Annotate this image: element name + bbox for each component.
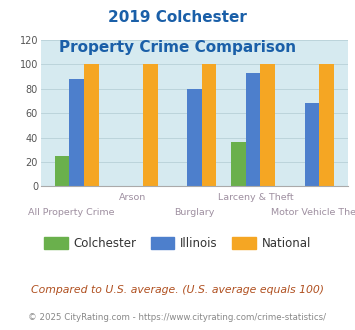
Text: Arson: Arson [119,193,147,202]
Bar [305,103,319,186]
Text: All Property Crime: All Property Crime [28,208,115,217]
Bar [187,88,202,186]
Text: 2019 Colchester: 2019 Colchester [108,10,247,25]
Text: Burglary: Burglary [174,208,214,217]
Bar [246,73,261,186]
Bar [319,64,334,186]
Bar [70,79,84,186]
Bar [55,156,70,186]
Text: Compared to U.S. average. (U.S. average equals 100): Compared to U.S. average. (U.S. average … [31,285,324,295]
Text: Property Crime Comparison: Property Crime Comparison [59,40,296,54]
Text: Motor Vehicle Theft: Motor Vehicle Theft [271,208,355,217]
Text: Larceny & Theft: Larceny & Theft [218,193,294,202]
Bar [261,64,275,186]
Bar [231,143,246,186]
Legend: Colchester, Illinois, National: Colchester, Illinois, National [39,232,316,255]
Text: © 2025 CityRating.com - https://www.cityrating.com/crime-statistics/: © 2025 CityRating.com - https://www.city… [28,313,327,322]
Bar [143,64,158,186]
Bar [84,64,99,186]
Bar [202,64,217,186]
